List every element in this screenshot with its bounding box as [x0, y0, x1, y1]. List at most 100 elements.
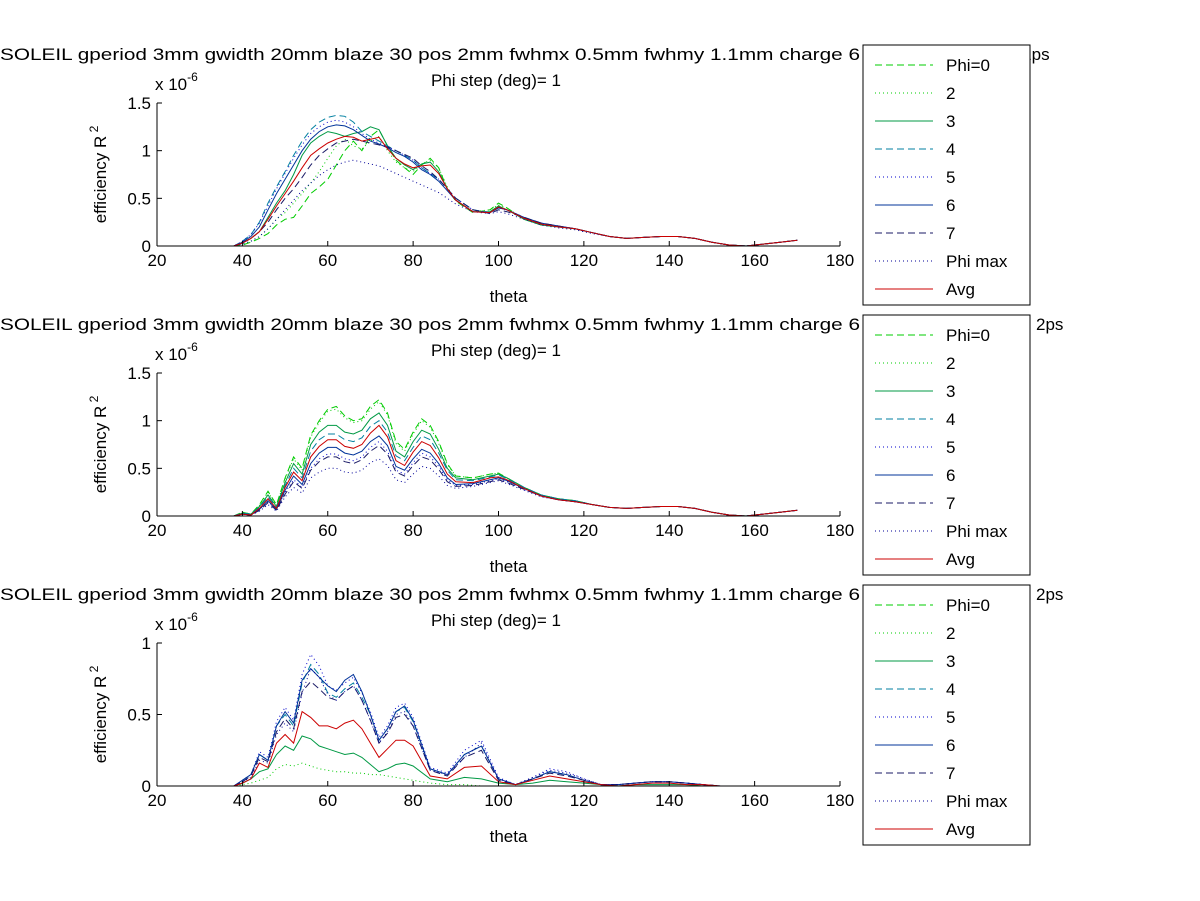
- x-tick-label: 120: [570, 251, 598, 270]
- y-tick-label: 0.5: [127, 706, 151, 725]
- legend-label: 7: [946, 224, 955, 243]
- x-tick-label: 80: [404, 251, 423, 270]
- series-line-9: [199, 424, 798, 516]
- y-tick-label: 1.5: [127, 94, 151, 113]
- x-tick-label: 80: [404, 791, 423, 810]
- series-line-8: [199, 667, 798, 786]
- x-tick-label: 40: [233, 791, 252, 810]
- legend-label: 4: [946, 680, 955, 699]
- y-axis-label: efficiency R 2: [87, 665, 110, 763]
- x-tick-label: 140: [655, 251, 683, 270]
- legend-label: Phi max: [946, 792, 1008, 811]
- legend-label: 4: [946, 140, 955, 159]
- y-tick-label: 0: [142, 507, 151, 526]
- legend-label: Avg: [946, 820, 975, 839]
- chart-title-tail: 2ps: [1036, 585, 1063, 604]
- series-line-8: [199, 458, 798, 516]
- x-tick-label: 140: [655, 521, 683, 540]
- y-exponent-label: x 10-6: [155, 340, 198, 364]
- chart-title: SOLEIL gperiod 3mm gwidth 20mm blaze 30 …: [0, 45, 860, 64]
- y-tick-label: 0: [142, 237, 151, 256]
- x-tick-label: 160: [740, 791, 768, 810]
- x-tick-label: 40: [233, 251, 252, 270]
- x-tick-label: 160: [740, 251, 768, 270]
- series-line-6: [199, 667, 798, 786]
- y-tick-label: 1: [142, 142, 151, 161]
- legend-box: [862, 584, 1031, 846]
- y-tick-label: 1: [142, 412, 151, 431]
- y-tick-label: 1.5: [127, 364, 151, 383]
- x-axis-label: theta: [490, 827, 528, 846]
- x-tick-label: 180: [826, 251, 854, 270]
- legend-label: Phi=0: [946, 596, 990, 615]
- x-tick-label: 20: [148, 521, 167, 540]
- legend-label: 2: [946, 354, 955, 373]
- legend-label: Phi=0: [946, 326, 990, 345]
- legend-label: Avg: [946, 550, 975, 569]
- legend-label: 6: [946, 196, 955, 215]
- y-tick-label: 0.5: [127, 189, 151, 208]
- legend-label: 5: [946, 168, 955, 187]
- chart-panel-2: 20 40 60 80 100 120 140 160 180 0 0.5 1 1.5x 10-6 eff…: [0, 314, 1063, 576]
- legend-label: 7: [946, 764, 955, 783]
- legend-box: [862, 44, 1031, 306]
- chart-title: SOLEIL gperiod 3mm gwidth 20mm blaze 30 …: [0, 585, 860, 604]
- x-axis-label: theta: [490, 557, 528, 576]
- legend-label: Phi max: [946, 522, 1008, 541]
- x-tick-label: 160: [740, 521, 768, 540]
- x-axis-label: theta: [490, 287, 528, 306]
- x-tick-label: 180: [826, 521, 854, 540]
- chart-subtitle: Phi step (deg)= 1: [431, 611, 561, 630]
- x-tick-label: 100: [484, 791, 512, 810]
- legend-label: Avg: [946, 280, 975, 299]
- legend-label: 3: [946, 112, 955, 131]
- y-exponent-label: x 10-6: [155, 610, 198, 634]
- legend: Phi=0 2 3 4 5 6 7 Phi max Avg: [862, 44, 1031, 306]
- legend-label: 6: [946, 736, 955, 755]
- legend-label: 6: [946, 466, 955, 485]
- chart-panel-3: 20 40 60 80 100 120 140 160 180 0 0.5 1x 10-6 effici…: [0, 584, 1063, 846]
- x-tick-label: 80: [404, 521, 423, 540]
- x-tick-label: 60: [318, 521, 337, 540]
- series-line-9: [199, 135, 798, 246]
- y-tick-label: 0: [142, 777, 151, 796]
- legend-label: 5: [946, 708, 955, 727]
- y-axis-label: efficiency R 2: [87, 395, 110, 493]
- legend-label: 3: [946, 652, 955, 671]
- legend-label: Phi max: [946, 252, 1008, 271]
- x-tick-label: 60: [318, 251, 337, 270]
- legend-label: 3: [946, 382, 955, 401]
- x-tick-label: 20: [148, 791, 167, 810]
- x-tick-label: 180: [826, 791, 854, 810]
- y-tick-label: 0.5: [127, 459, 151, 478]
- x-tick-label: 140: [655, 791, 683, 810]
- series-line-5: [199, 440, 798, 516]
- chart-panel-1: 20 40 60 80 100 120 140 160 180 0 0.5 1 1.5x 10-6 eff…: [0, 44, 1050, 306]
- x-tick-label: 60: [318, 791, 337, 810]
- x-tick-label: 100: [484, 251, 512, 270]
- x-tick-label: 100: [484, 521, 512, 540]
- series-line-3: [199, 735, 798, 786]
- x-tick-label: 20: [148, 251, 167, 270]
- series-lines: [199, 114, 798, 246]
- series-lines: [199, 653, 798, 786]
- legend-label: 7: [946, 494, 955, 513]
- x-tick-label: 40: [233, 521, 252, 540]
- legend-label: 2: [946, 624, 955, 643]
- x-tick-label: 120: [570, 791, 598, 810]
- legend-label: 4: [946, 410, 955, 429]
- chart-title: SOLEIL gperiod 3mm gwidth 20mm blaze 30 …: [0, 315, 860, 334]
- chart-title-tail: 2ps: [1036, 315, 1063, 334]
- legend: Phi=0 2 3 4 5 6 7 Phi max Avg: [862, 584, 1031, 846]
- legend: Phi=0 2 3 4 5 6 7 Phi max Avg: [862, 314, 1031, 576]
- legend-label: 5: [946, 438, 955, 457]
- legend-label: 2: [946, 84, 955, 103]
- y-exponent-label: x 10-6: [155, 70, 198, 94]
- x-tick-label: 120: [570, 521, 598, 540]
- y-axis-label: efficiency R 2: [87, 125, 110, 223]
- legend-label: Phi=0: [946, 56, 990, 75]
- y-tick-label: 1: [142, 634, 151, 653]
- legend-box: [862, 314, 1031, 576]
- chart-subtitle: Phi step (deg)= 1: [431, 341, 561, 360]
